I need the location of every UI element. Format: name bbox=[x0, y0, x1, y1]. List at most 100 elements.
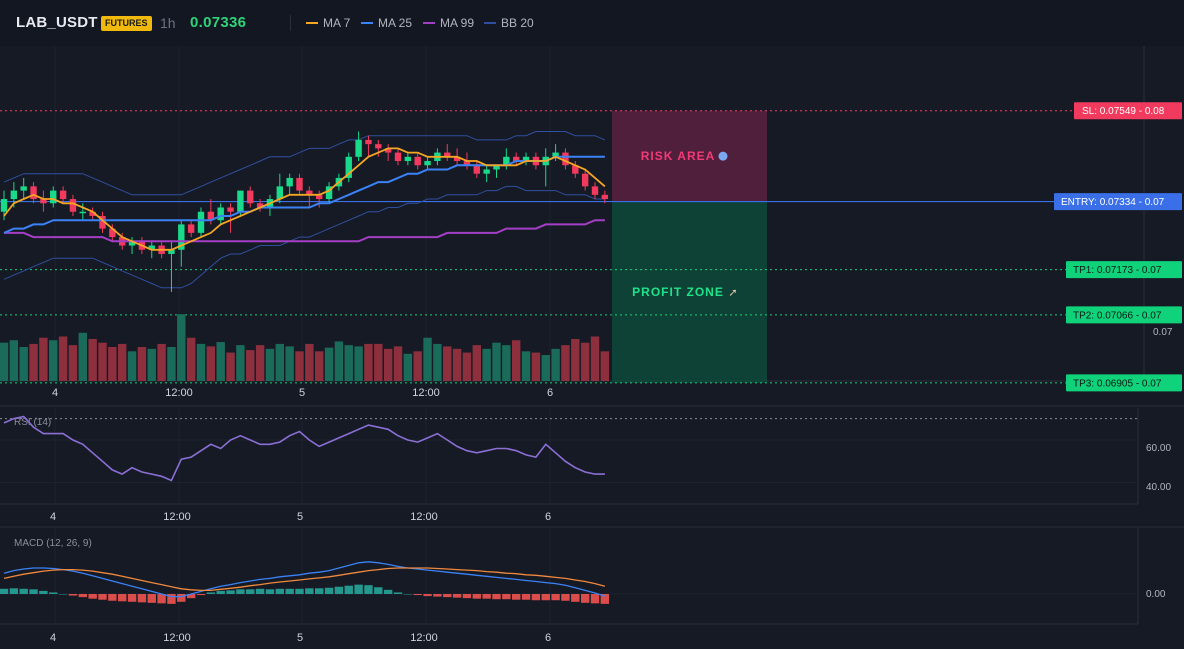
macd-hist-bar-49 bbox=[482, 594, 491, 599]
candle-body-53 bbox=[522, 156, 530, 162]
volume-bar-59 bbox=[580, 342, 590, 381]
macd-hist-bar-34 bbox=[334, 586, 344, 594]
volume-bar-52 bbox=[512, 340, 521, 381]
macd-hist-bar-57 bbox=[561, 594, 570, 601]
macd-hist-bar-21 bbox=[206, 592, 216, 594]
candle-body-52 bbox=[513, 156, 520, 162]
volume-bar-41 bbox=[403, 353, 413, 381]
macd-hist-bar-44 bbox=[433, 594, 442, 597]
macd-hist-bar-50 bbox=[492, 594, 501, 600]
candle-body-20 bbox=[197, 211, 205, 233]
candle-body-39 bbox=[384, 148, 392, 153]
volume-bar-13 bbox=[127, 351, 137, 381]
macd-hist-bar-2 bbox=[19, 588, 28, 594]
volume-bar-49 bbox=[482, 348, 491, 381]
volume-bar-24 bbox=[236, 345, 245, 381]
candle-body-61 bbox=[601, 194, 609, 200]
x-tick-rsi-1: 12:00 bbox=[163, 511, 191, 523]
candle-body-24 bbox=[237, 190, 244, 212]
macd-hist-bar-27 bbox=[265, 589, 275, 594]
rocket-icon: ➚ bbox=[728, 287, 737, 299]
x-tick-rsi-0: 4 bbox=[50, 511, 56, 523]
x-tick-rsi-2: 5 bbox=[297, 511, 303, 523]
volume-bar-14 bbox=[137, 347, 147, 381]
symbol-title[interactable]: LAB_USDT bbox=[16, 14, 98, 31]
macd-hist-bar-25 bbox=[246, 589, 255, 594]
macd-hist-bar-46 bbox=[452, 594, 462, 598]
macd-hist-bar-0 bbox=[0, 588, 9, 594]
legend-ma7[interactable]: MA 7 bbox=[306, 16, 350, 30]
volume-bar-25 bbox=[246, 350, 255, 381]
volume-bar-48 bbox=[472, 345, 481, 381]
macd-hist-bar-15 bbox=[147, 594, 156, 603]
candle-body-42 bbox=[414, 156, 421, 166]
candle-body-60 bbox=[591, 186, 599, 195]
candle-body-4 bbox=[40, 199, 47, 204]
legend-ma25[interactable]: MA 25 bbox=[361, 16, 412, 30]
x-tick-macd-1: 12:00 bbox=[163, 632, 191, 644]
macd-hist-bar-23 bbox=[226, 590, 235, 594]
x-tick-macd-3: 12:00 bbox=[410, 632, 438, 644]
macd-hist-bar-26 bbox=[255, 588, 265, 594]
x-tick-main-4: 6 bbox=[547, 387, 553, 399]
risk-area-label: RISK AREA bbox=[641, 149, 716, 163]
candle-body-0 bbox=[0, 199, 8, 212]
tp2-tag bbox=[1066, 306, 1182, 324]
candle-body-57 bbox=[562, 152, 569, 166]
macd-hist-bar-16 bbox=[157, 594, 166, 604]
macd-hist-bar-30 bbox=[295, 588, 304, 594]
volume-bar-8 bbox=[78, 332, 87, 381]
candle-body-50 bbox=[493, 165, 500, 170]
candle-body-18 bbox=[178, 224, 185, 250]
volume-bar-53 bbox=[521, 351, 531, 381]
macd-hist-bar-42 bbox=[413, 594, 422, 596]
volume-bar-60 bbox=[590, 336, 600, 381]
rsi-tick-40: 40.00 bbox=[1146, 482, 1171, 493]
legend-swatch-bb20 bbox=[484, 22, 496, 24]
volume-bar-31 bbox=[305, 343, 314, 381]
sl-tag bbox=[1074, 102, 1182, 120]
volume-bar-3 bbox=[29, 343, 38, 381]
volume-bar-26 bbox=[255, 345, 265, 381]
volume-bar-28 bbox=[275, 343, 284, 381]
volume-bar-51 bbox=[502, 345, 511, 381]
legend-ma99[interactable]: MA 99 bbox=[423, 16, 474, 30]
candle-body-40 bbox=[394, 152, 402, 162]
candle-body-11 bbox=[109, 228, 116, 238]
macd-hist-bar-28 bbox=[275, 588, 284, 594]
x-tick-macd-2: 5 bbox=[297, 632, 303, 644]
macd-hist-bar-6 bbox=[58, 594, 68, 595]
candle-body-2 bbox=[20, 186, 27, 191]
macd-hist-bar-58 bbox=[571, 594, 580, 602]
macd-hist-bar-8 bbox=[78, 594, 87, 598]
chart-canvas[interactable]: RISK AREA PROFIT ZONE ➚ SL: 0.07549 - 0.… bbox=[0, 46, 1184, 649]
candle-body-41 bbox=[404, 156, 412, 162]
macd-hist-bar-35 bbox=[344, 585, 353, 594]
candle-body-3 bbox=[30, 186, 37, 200]
candle-body-32 bbox=[316, 194, 323, 200]
volume-bar-61 bbox=[600, 351, 610, 381]
volume-bar-46 bbox=[452, 348, 462, 381]
entry-label: ENTRY: 0.07334 - 0.07 bbox=[1061, 197, 1165, 208]
macd-hist-bar-48 bbox=[472, 594, 481, 599]
profit-zone bbox=[612, 201, 767, 383]
volume-bar-2 bbox=[19, 347, 28, 381]
macd-hist-bar-39 bbox=[383, 589, 393, 594]
macd-hist-bar-37 bbox=[364, 585, 373, 594]
profit-zone-label: PROFIT ZONE bbox=[632, 285, 724, 299]
bb-lower-line bbox=[3, 185, 605, 289]
legend-swatch-ma7 bbox=[306, 22, 318, 24]
macd-hist-bar-14 bbox=[137, 594, 147, 603]
legend-swatch-ma25 bbox=[361, 22, 373, 24]
candle-body-8 bbox=[79, 211, 86, 214]
timeframe-label[interactable]: 1h bbox=[160, 15, 176, 31]
volume-bar-23 bbox=[226, 352, 235, 381]
macd-hist-bar-40 bbox=[393, 592, 403, 594]
legend-bb20[interactable]: BB 20 bbox=[484, 16, 534, 30]
volume-bar-11 bbox=[108, 347, 117, 381]
moving-averages bbox=[3, 147, 606, 251]
candle-body-37 bbox=[365, 139, 372, 145]
volume-bar-47 bbox=[462, 352, 472, 381]
volume-bars bbox=[0, 314, 610, 381]
chart-header: LAB_USDT FUTURES 1h 0.07336 MA 7 MA 25 M… bbox=[0, 0, 1184, 46]
